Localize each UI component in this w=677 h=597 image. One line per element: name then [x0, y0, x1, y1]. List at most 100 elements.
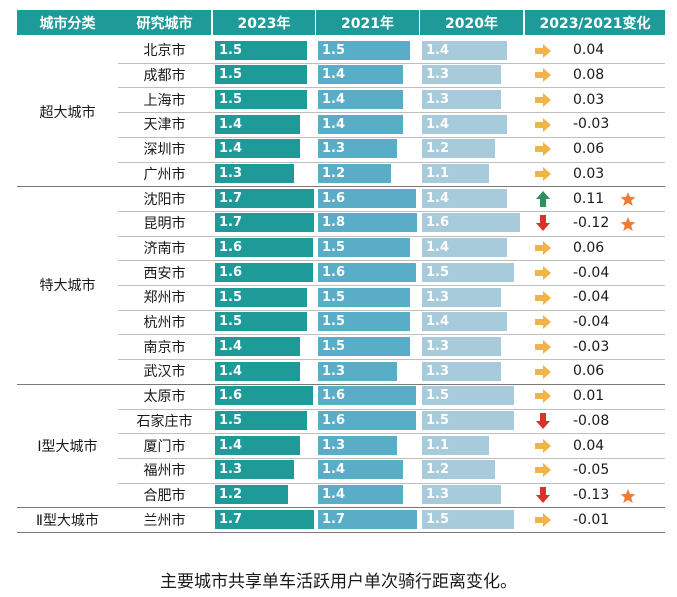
arrow-right-icon: [535, 43, 551, 58]
bar-value-label: 1.3: [426, 91, 450, 107]
change-value: 0.04: [573, 42, 605, 59]
row-divider: [118, 482, 665, 484]
bar-v2023: 1.5: [215, 65, 307, 85]
change-value: -0.13: [573, 486, 610, 503]
bar-v2023: 1.5: [215, 89, 307, 109]
bar-value-label: 1.8: [322, 215, 346, 231]
bar-value-label: 1.5: [322, 289, 346, 305]
city-name: 沈阳市: [143, 191, 186, 208]
change-value: -0.04: [573, 264, 610, 281]
trend-arrow: [534, 140, 552, 158]
arrow-right-icon: [535, 265, 551, 280]
bar-v2020: 1.1: [422, 435, 490, 455]
arrow-right-icon: [535, 315, 551, 330]
change-value: -0.04: [573, 289, 610, 306]
bar-value-label: 1.5: [219, 42, 243, 58]
bar-value-label: 1.5: [219, 413, 243, 428]
column-header: 2023/2021变化: [525, 10, 665, 35]
category-divider: [17, 383, 665, 385]
bar-value-label: 1.2: [426, 141, 450, 157]
bar-v2023: 1.4: [215, 114, 301, 134]
row-divider: [118, 87, 665, 89]
city-name: 天津市: [143, 117, 186, 134]
trend-arrow: [534, 214, 552, 232]
bar-v2020: 1.5: [422, 262, 514, 282]
bar-v2023: 1.4: [215, 336, 301, 356]
change-value: -0.05: [573, 462, 610, 479]
bar-value-label: 1.4: [219, 437, 243, 453]
column-header: 城市分类: [17, 10, 118, 35]
arrow-right-icon: [535, 364, 551, 379]
bar-v2023: 1.6: [215, 238, 313, 258]
bar-v2020: 1.3: [422, 485, 502, 505]
bar-value-label: 1.5: [219, 314, 243, 330]
bar-v2023: 1.4: [215, 361, 301, 381]
bar-value-label: 1.7: [219, 511, 243, 527]
category-label: 特大城市: [39, 277, 96, 294]
bar-v2021: 1.8: [318, 213, 417, 233]
city-name: 南京市: [143, 339, 186, 356]
arrow-right-icon: [535, 167, 551, 181]
bar-v2023: 1.7: [215, 213, 314, 233]
row-divider: [118, 210, 665, 212]
arrow-up-icon: [536, 190, 550, 207]
bar-value-label: 1.5: [322, 314, 346, 330]
bar-value-label: 1.3: [322, 363, 346, 379]
change-value: 0.08: [573, 67, 605, 84]
bar-v2023: 1.7: [215, 188, 314, 208]
row-divider: [118, 359, 665, 361]
bar-v2021: 1.4: [318, 65, 404, 85]
arrow-right-icon: [535, 512, 551, 527]
bar-v2023: 1.3: [215, 164, 295, 183]
city-name: 成都市: [143, 68, 186, 85]
arrow-down-icon: [536, 413, 550, 429]
bar-value-label: 1.6: [322, 264, 346, 280]
row-divider: [118, 285, 665, 286]
bar-v2023: 1.5: [215, 287, 307, 307]
change-value: 0.01: [573, 388, 605, 405]
row-divider: [118, 112, 665, 114]
bar-value-label: 1.7: [322, 511, 346, 527]
bar-value-label: 1.5: [219, 91, 243, 107]
trend-arrow: [534, 91, 552, 109]
trend-arrow: [534, 486, 552, 504]
row-divider: [118, 136, 665, 138]
change-value: -0.01: [573, 511, 610, 528]
row-divider: [118, 235, 665, 237]
bar-v2020: 1.5: [422, 411, 514, 430]
bar-value-label: 1.1: [426, 437, 450, 453]
bar-v2021: 1.6: [318, 188, 416, 208]
bar-value-label: 1.5: [219, 67, 243, 83]
bar-value-label: 1.4: [322, 462, 346, 478]
arrow-down-icon: [536, 487, 550, 504]
bar-value-label: 1.4: [322, 67, 346, 83]
change-value: 0.11: [573, 190, 605, 207]
bar-v2021: 1.7: [318, 509, 417, 529]
bar-v2021: 1.3: [318, 139, 398, 159]
row-divider: [118, 433, 665, 435]
column-header: 2023年: [213, 10, 315, 35]
trend-arrow: [534, 116, 552, 134]
arrow-right-icon: [535, 339, 551, 354]
trend-arrow: [534, 461, 552, 479]
city-name: 上海市: [143, 92, 186, 109]
bar-value-label: 1.5: [426, 413, 450, 428]
bar-value-label: 1.2: [322, 166, 346, 181]
trend-arrow: [534, 66, 552, 84]
bar-value-label: 1.6: [219, 388, 243, 404]
city-name: 深圳市: [143, 142, 186, 159]
bar-value-label: 1.6: [322, 190, 346, 206]
change-value: 0.03: [573, 91, 605, 108]
bar-value-label: 1.5: [426, 264, 450, 280]
star-icon: [620, 216, 636, 231]
trend-arrow: [534, 190, 552, 208]
bar-value-label: 1.2: [219, 487, 243, 503]
bar-v2023: 1.5: [215, 411, 307, 430]
bar-v2023: 1.5: [215, 40, 307, 60]
city-name: 厦门市: [143, 438, 186, 455]
city-name: 兰州市: [143, 512, 186, 529]
bar-v2021: 1.5: [318, 336, 410, 356]
bar-value-label: 1.5: [219, 289, 243, 305]
bar-v2021: 1.6: [318, 386, 416, 406]
bar-v2020: 1.2: [422, 139, 496, 159]
